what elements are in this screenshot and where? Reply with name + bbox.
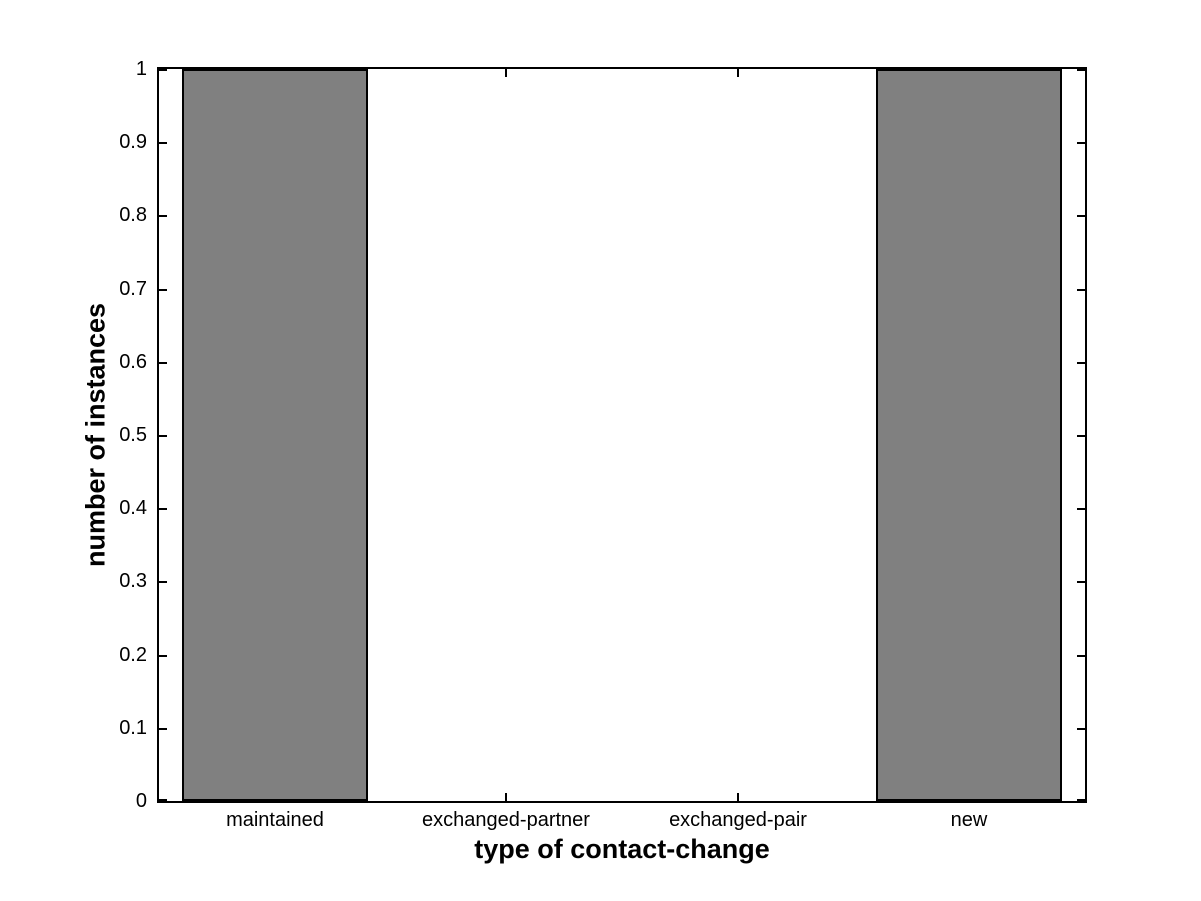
y-tick-label: 0.9 <box>119 131 147 153</box>
y-tick-label: 0.8 <box>119 204 147 226</box>
x-tick-bottom <box>505 793 507 801</box>
y-tick-label: 0 <box>135 790 147 812</box>
y-tick-label: 0.3 <box>119 570 147 592</box>
y-tick-right <box>1077 728 1085 730</box>
y-tick-right <box>1077 655 1085 657</box>
y-tick-left <box>159 508 167 510</box>
bar-maintained <box>182 69 368 801</box>
bar-new <box>876 69 1062 801</box>
y-tick-label: 0.1 <box>119 717 147 739</box>
y-tick-left <box>159 142 167 144</box>
plot-area <box>157 67 1087 803</box>
x-tick-top <box>505 69 507 77</box>
y-tick-left <box>159 69 167 71</box>
y-tick-left <box>159 435 167 437</box>
y-tick-right <box>1077 362 1085 364</box>
y-tick-label: 0.4 <box>119 497 147 519</box>
y-tick-right <box>1077 508 1085 510</box>
y-tick-label: 0.7 <box>119 278 147 300</box>
x-tick-bottom <box>737 793 739 801</box>
y-tick-right <box>1077 289 1085 291</box>
y-tick-left <box>159 581 167 583</box>
y-tick-label: 0.6 <box>119 351 147 373</box>
bars-layer <box>159 69 1085 801</box>
y-tick-right <box>1077 799 1085 801</box>
y-tick-label: 1 <box>135 58 147 80</box>
y-tick-right <box>1077 142 1085 144</box>
y-tick-right <box>1077 581 1085 583</box>
y-tick-label: 0.2 <box>119 644 147 666</box>
y-tick-left <box>159 799 167 801</box>
y-tick-right <box>1077 69 1085 71</box>
y-tick-left <box>159 215 167 217</box>
y-tick-left <box>159 289 167 291</box>
y-axis-title: number of instances <box>80 302 111 568</box>
y-tick-left <box>159 728 167 730</box>
x-tick-label: exchanged-partner <box>422 809 590 831</box>
x-axis-title: type of contact-change <box>474 834 770 864</box>
x-tick-label: maintained <box>226 809 324 831</box>
x-tick-label: exchanged-pair <box>669 809 807 831</box>
y-tick-right <box>1077 435 1085 437</box>
y-tick-right <box>1077 215 1085 217</box>
y-tick-left <box>159 655 167 657</box>
x-tick-top <box>737 69 739 77</box>
y-tick-label: 0.5 <box>119 424 147 446</box>
x-tick-label: new <box>950 809 988 831</box>
y-tick-left <box>159 362 167 364</box>
